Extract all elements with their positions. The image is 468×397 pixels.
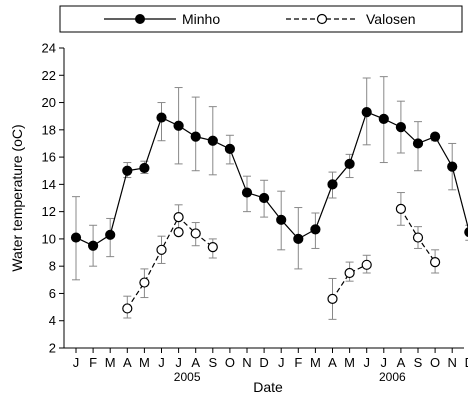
x-tick-label: N	[448, 355, 457, 370]
y-tick-label: 18	[42, 122, 56, 137]
x-tick-label: S	[414, 355, 423, 370]
x-tick-label: M	[310, 355, 321, 370]
data-point	[310, 224, 321, 235]
error-bar	[465, 224, 468, 241]
x-tick-label: D	[259, 355, 268, 370]
x-tick-label: M	[344, 355, 355, 370]
x-tick-label: J	[278, 355, 285, 370]
data-point	[156, 112, 167, 123]
data-point	[378, 113, 389, 125]
x-tick-label: D	[465, 355, 468, 370]
data-point	[430, 131, 441, 142]
data-point	[190, 228, 201, 239]
y-tick-label: 14	[42, 177, 56, 192]
year-label: 2006	[379, 370, 406, 384]
x-tick-label: A	[397, 355, 406, 370]
data-point	[122, 165, 133, 176]
data-point	[87, 240, 99, 251]
y-tick-label: 8	[49, 259, 56, 274]
x-tick-label: M	[105, 355, 116, 370]
series-minho	[70, 76, 468, 281]
data-point	[464, 227, 468, 238]
data-point	[259, 192, 270, 204]
data-point	[447, 161, 458, 172]
y-tick-label: 2	[49, 341, 56, 356]
series-valosen	[122, 192, 441, 320]
year-label: 2005	[174, 370, 201, 384]
data-point	[412, 138, 424, 149]
x-tick-label: F	[294, 355, 302, 370]
data-point	[344, 267, 355, 279]
legend-marker-valosen	[316, 13, 328, 25]
data-point	[139, 162, 150, 174]
legend-label-minho: Minho	[182, 11, 220, 27]
x-tick-label: S	[208, 355, 217, 370]
data-point	[156, 244, 167, 255]
data-point	[361, 106, 372, 118]
data-point	[276, 214, 287, 225]
data-point	[173, 226, 184, 238]
y-tick-label: 12	[42, 204, 56, 219]
series-line	[331, 264, 367, 300]
x-tick-label: N	[242, 355, 251, 370]
x-tick-label: A	[328, 355, 337, 370]
data-point	[344, 158, 355, 170]
data-point	[293, 233, 304, 245]
data-point	[241, 187, 253, 198]
plot-area	[70, 76, 468, 320]
y-tick-label: 16	[42, 150, 56, 165]
x-tick-label: A	[123, 355, 132, 370]
data-point	[327, 179, 338, 190]
x-tick-label: J	[381, 355, 388, 370]
y-tick-label: 22	[42, 68, 56, 83]
y-tick-label: 24	[42, 41, 56, 56]
x-tick-label: J	[158, 355, 165, 370]
data-point	[122, 303, 133, 314]
data-point	[430, 256, 441, 268]
year-labels: 2005 2006	[174, 370, 406, 384]
x-tick-label: J	[175, 355, 182, 370]
legend: Minho Valosen	[59, 5, 463, 33]
x-axis-ticks: JFMAMJJASONDJFMAMJJASOND	[73, 348, 468, 370]
data-point	[207, 135, 218, 146]
x-tick-label: O	[225, 355, 235, 370]
x-tick-label: O	[430, 355, 440, 370]
x-tick-label: J	[363, 355, 370, 370]
y-axis-title: Water temperature (oC)	[9, 124, 25, 271]
y-tick-label: 6	[49, 286, 56, 301]
data-point	[105, 229, 116, 240]
data-point	[412, 232, 424, 243]
data-point	[395, 121, 406, 133]
data-point	[395, 203, 406, 215]
legend-label-valosen: Valosen	[366, 11, 416, 27]
y-tick-label: 20	[42, 95, 56, 110]
data-point	[207, 241, 218, 253]
legend-marker-minho	[135, 14, 145, 24]
x-tick-label: M	[139, 355, 150, 370]
data-point	[139, 277, 150, 288]
data-point	[224, 143, 235, 155]
series-line	[75, 111, 468, 247]
data-point	[70, 232, 82, 243]
y-tick-label: 10	[42, 231, 56, 246]
x-tick-label: F	[89, 355, 97, 370]
data-point	[361, 259, 372, 270]
y-tick-label: 4	[49, 313, 56, 328]
data-point	[173, 120, 184, 131]
data-point	[190, 131, 201, 142]
data-point	[327, 293, 338, 305]
x-axis-title: Date	[253, 379, 283, 395]
data-point	[173, 211, 184, 223]
x-tick-label: J	[73, 355, 80, 370]
x-tick-label: A	[191, 355, 200, 370]
